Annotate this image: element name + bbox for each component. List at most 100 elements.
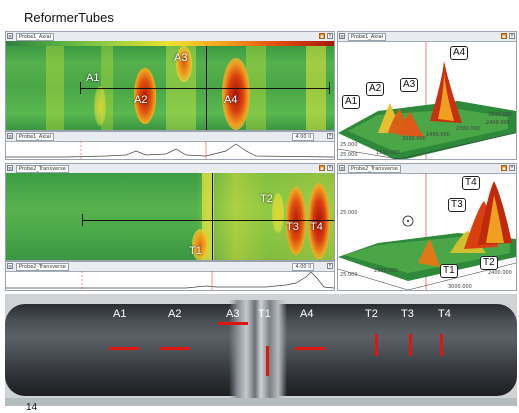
axial-cscan-tab[interactable]: Probe1_Axial xyxy=(16,33,55,41)
palette-icon[interactable]: ▪ xyxy=(319,33,325,40)
photo-label-a3: A3 xyxy=(226,308,240,320)
transverse-ascan-window: ≡ Probe2_Transverse 4.00 ll ⤒ xyxy=(5,261,335,291)
cscan-band xyxy=(46,46,64,130)
axis-label: 2300.000 xyxy=(374,268,398,274)
marker-a3 xyxy=(218,322,248,325)
photo-label-t1: T1 xyxy=(258,308,271,320)
indication-t4 xyxy=(308,183,330,259)
axial-ascan-tab[interactable]: Probe1_Axial xyxy=(16,133,55,141)
3d-label-a1: A1 xyxy=(342,95,361,109)
tube-photo: A1 A2 A3 T1 A4 T2 T3 T4 xyxy=(5,294,517,406)
pin-icon[interactable]: ⤒ xyxy=(327,165,333,172)
indication-a3 xyxy=(176,46,192,82)
photo-label-t2: T2 xyxy=(365,308,378,320)
scan-line-start xyxy=(82,214,83,226)
pin-icon[interactable]: ⤒ xyxy=(327,33,333,40)
axial-ascan-window: ≡ Probe1_Axial 4.00 ll ⤒ xyxy=(5,131,335,160)
axis-label: 2000.000 xyxy=(402,136,426,142)
palette-icon[interactable]: ▪ xyxy=(501,33,507,40)
pin-icon[interactable]: ⤒ xyxy=(327,133,333,140)
axial-3d-tab[interactable]: Probe1_Axial xyxy=(348,33,387,41)
transverse-ascan-value: 4.00 ll xyxy=(292,263,314,271)
indication-t2 xyxy=(272,193,284,233)
cursor-line[interactable] xyxy=(212,173,213,260)
window-menu-icon[interactable]: ≡ xyxy=(339,165,345,172)
page-number: 14 xyxy=(26,402,38,413)
scan-line-end xyxy=(329,82,330,94)
photo-label-a4: A4 xyxy=(300,308,314,320)
3d-label-t4: T4 xyxy=(462,176,480,190)
axis-label: 3000.000 xyxy=(448,284,472,290)
3d-label-a3: A3 xyxy=(400,78,419,92)
marker-a1 xyxy=(109,347,139,350)
pin-icon[interactable]: ⤒ xyxy=(509,33,515,40)
axis-label: 25.000 xyxy=(340,210,358,216)
photo-label-a1: A1 xyxy=(113,308,127,320)
marker-a4 xyxy=(295,347,325,350)
marker-t1 xyxy=(266,346,269,376)
3d-label-t3: T3 xyxy=(448,198,466,212)
axis-label: 2300.000 xyxy=(456,126,480,132)
palette-icon[interactable]: ▪ xyxy=(319,165,325,172)
weld-bead xyxy=(229,300,287,400)
photo-label-t4: T4 xyxy=(438,308,451,320)
cscan-band xyxy=(6,173,334,260)
transverse-cscan-image[interactable]: T1 T2 T3 T4 xyxy=(6,173,334,260)
marker-t4 xyxy=(440,334,443,356)
cursor-line[interactable] xyxy=(206,46,207,130)
pin-icon[interactable]: ⤒ xyxy=(509,165,515,172)
transverse-3d-window: ≡ Probe2_Transverse ▪ ⤒ T1 T2 T3 T4 2300… xyxy=(337,163,517,291)
label-t4: T4 xyxy=(310,221,323,233)
axial-cscan-window: ≡ Probe1_Axial ▪ ⤒ A1 A2 A3 A4 xyxy=(5,31,335,131)
label-a2: A2 xyxy=(134,94,148,106)
transverse-cscan-window: ≡ Probe2_Transverse ▪ ⤒ T1 T2 T3 T4 xyxy=(5,163,335,261)
transverse-cscan-tab[interactable]: Probe2_Transverse xyxy=(16,165,69,173)
3d-label-a2: A2 xyxy=(366,82,385,96)
axis-label: 25.000 xyxy=(340,142,358,148)
scan-line xyxy=(82,220,334,221)
scan-line-start xyxy=(80,82,81,94)
axial-cscan-image[interactable]: A1 A2 A3 A4 xyxy=(6,46,334,130)
window-menu-icon[interactable]: ≡ xyxy=(339,33,345,40)
indication-a2 xyxy=(134,68,156,124)
transverse-3d-titlebar: ≡ Probe2_Transverse ▪ ⤒ xyxy=(338,164,516,174)
label-t1: T1 xyxy=(189,245,202,257)
axis-label: 25.000 xyxy=(340,272,358,278)
scan-line xyxy=(80,88,330,89)
transverse-ascan-titlebar: ≡ Probe2_Transverse 4.00 ll ⤒ xyxy=(6,262,334,272)
tube-base-strip xyxy=(5,398,517,406)
palette-icon[interactable]: ▪ xyxy=(501,165,507,172)
axis-label: 1500.000 xyxy=(376,150,400,156)
axis-label: 25.000 xyxy=(340,152,358,158)
axial-3d-window: ≡ Probe1_Axial ▪ ⤒ A1 A2 A3 A4 2000.000 … xyxy=(337,31,517,160)
window-menu-icon[interactable]: ≡ xyxy=(7,33,13,40)
transverse-3d-tab[interactable]: Probe2_Transverse xyxy=(348,165,401,173)
axis-label: 2400.000 xyxy=(488,270,512,276)
page-title: ReformerTubes xyxy=(24,10,114,25)
marker-a2 xyxy=(160,347,190,350)
indication-a1 xyxy=(94,86,106,126)
label-a4: A4 xyxy=(224,94,238,106)
transverse-ascan-plot xyxy=(6,271,334,290)
window-menu-icon[interactable]: ≡ xyxy=(7,263,13,270)
indication-a4 xyxy=(222,58,250,130)
photo-label-t3: T3 xyxy=(401,308,414,320)
axial-3d-plot[interactable] xyxy=(338,41,516,159)
axis-label: 2400.000 xyxy=(486,120,510,126)
transverse-ascan-tab[interactable]: Probe2_Transverse xyxy=(16,263,69,271)
axis-label: 2600.000 xyxy=(488,112,512,118)
label-t2: T2 xyxy=(260,193,273,205)
indication-t1 xyxy=(192,229,208,260)
axial-3d-titlebar: ≡ Probe1_Axial ▪ ⤒ xyxy=(338,32,516,42)
indication-t3 xyxy=(286,187,306,255)
window-menu-icon[interactable]: ≡ xyxy=(7,165,13,172)
marker-t2 xyxy=(375,334,378,356)
3d-label-t1: T1 xyxy=(440,264,458,278)
color-scale-bar xyxy=(6,41,334,46)
marker-t3 xyxy=(409,334,412,356)
pin-icon[interactable]: ⤒ xyxy=(327,263,333,270)
transverse-3d-plot[interactable] xyxy=(338,173,516,290)
label-a1: A1 xyxy=(86,72,100,84)
label-a3: A3 xyxy=(174,52,188,64)
window-menu-icon[interactable]: ≡ xyxy=(7,133,13,140)
